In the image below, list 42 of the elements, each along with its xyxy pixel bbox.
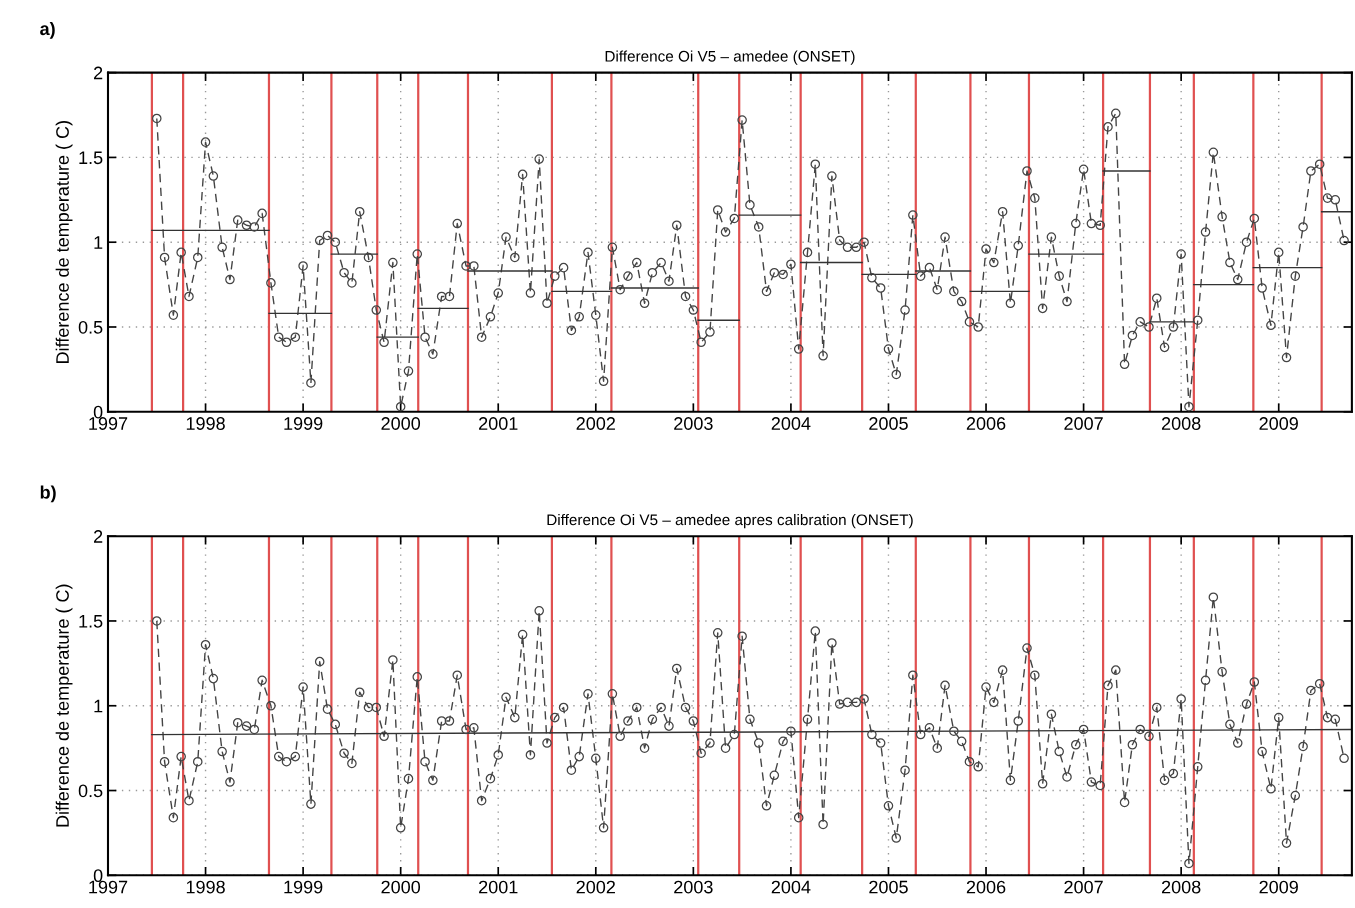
x-tick-label: 2003 bbox=[674, 880, 713, 894]
y-tick-label: 1.5 bbox=[79, 151, 103, 165]
x-tick-label: 2006 bbox=[966, 417, 1006, 430]
x-tick-label: 2001 bbox=[479, 880, 518, 894]
x-tick-label: 2005 bbox=[869, 880, 908, 894]
x-tick-label: 2003 bbox=[674, 417, 713, 430]
x-tick-label: 2001 bbox=[479, 417, 518, 430]
x-tick-label: 1997 bbox=[89, 417, 128, 430]
y-tick-label: 2 bbox=[94, 66, 103, 80]
chart-title: Difference Oi V5 – amedee (ONSET) bbox=[605, 50, 855, 65]
x-tick-label: 2000 bbox=[381, 417, 421, 430]
x-tick-label: 1999 bbox=[284, 417, 323, 430]
x-tick-label: 2008 bbox=[1161, 417, 1201, 430]
x-tick-label: 2000 bbox=[381, 880, 421, 894]
x-tick-label: 1997 bbox=[89, 880, 128, 894]
text: b) bbox=[40, 485, 56, 503]
y-tick-label: 1 bbox=[94, 236, 103, 249]
y-axis-title: Difference de temperature ( C) bbox=[55, 584, 73, 827]
x-tick-label: 2009 bbox=[1259, 417, 1298, 430]
x-tick-label: 2005 bbox=[869, 417, 908, 430]
x-tick-label: 2008 bbox=[1161, 880, 1201, 894]
y-axis-title: Difference de temperature ( C) bbox=[55, 121, 73, 363]
x-tick-label: 1998 bbox=[186, 880, 225, 894]
x-tick-label: 2004 bbox=[771, 880, 811, 894]
x-tick-label: 2007 bbox=[1064, 880, 1103, 894]
y-tick-label: 0.5 bbox=[78, 784, 103, 798]
y-tick-label: 1.5 bbox=[79, 615, 103, 628]
x-tick-label: 2007 bbox=[1064, 417, 1103, 430]
y-tick-label: 1 bbox=[94, 699, 103, 713]
x-tick-label: 2004 bbox=[771, 417, 811, 430]
y-tick-label: 0 bbox=[93, 405, 103, 419]
x-tick-label: 2002 bbox=[576, 880, 615, 894]
y-tick-label: 0 bbox=[93, 869, 103, 883]
x-tick-label: 2009 bbox=[1259, 880, 1298, 894]
y-tick-label: 2 bbox=[94, 530, 103, 543]
x-tick-label: 1999 bbox=[284, 880, 323, 894]
chart-title: Difference Oi V5 – amedee apres calibration (ONSET) bbox=[547, 513, 913, 529]
y-tick-label: 0.5 bbox=[78, 320, 103, 334]
x-tick-label: 2002 bbox=[576, 417, 615, 430]
x-tick-label: 1998 bbox=[186, 417, 225, 430]
text: a) bbox=[40, 21, 55, 39]
x-tick-label: 2006 bbox=[966, 880, 1006, 894]
